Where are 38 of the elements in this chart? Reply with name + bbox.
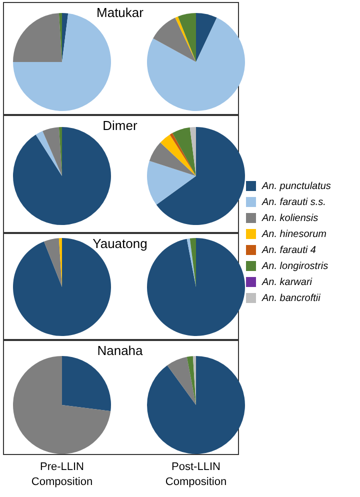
chart-title: Matukar xyxy=(96,5,144,20)
pie-slice xyxy=(13,13,62,62)
pie-slice xyxy=(62,13,68,62)
legend-label: An. bancroftii xyxy=(262,292,320,304)
pie-slice xyxy=(167,356,196,405)
pie-slice xyxy=(186,356,196,405)
pie-slice xyxy=(178,13,196,62)
pie-slice xyxy=(186,238,196,287)
pie-slice xyxy=(44,238,62,287)
legend-label: An. hinesorum xyxy=(262,228,326,240)
legend-label: An. farauti 4 xyxy=(262,244,316,256)
pie-slice xyxy=(149,142,196,176)
pie-slice xyxy=(147,356,245,454)
pie-slice xyxy=(62,356,111,412)
pie-slice xyxy=(190,238,196,287)
chart-title: Dimer xyxy=(102,118,138,133)
legend-label: An. punctulatus xyxy=(262,180,331,192)
pie-slice xyxy=(42,127,62,176)
text: Pre-LLIN Composition xyxy=(30,460,94,490)
legend-label: An. koliensis xyxy=(262,212,318,224)
chart-title: Yauatong xyxy=(92,236,148,251)
legend-label: An. farauti s.s. xyxy=(262,196,326,208)
pie-slice xyxy=(147,160,196,205)
chart-title: Nanaha xyxy=(96,343,144,358)
pie-slice xyxy=(175,16,196,62)
pie-slice xyxy=(147,18,245,111)
pie-slice xyxy=(190,127,196,176)
pie-slice xyxy=(147,238,245,336)
legend-label: An. karwari xyxy=(262,276,312,288)
pie-slice xyxy=(160,134,196,176)
text: Post-LLIN Composition xyxy=(164,460,228,490)
pie-slice xyxy=(196,13,217,62)
pie-slice xyxy=(36,131,62,176)
pie-slice xyxy=(170,133,196,176)
legend-label: An. longirostris xyxy=(262,260,328,272)
pie-slice xyxy=(13,356,111,454)
pie-slice xyxy=(153,18,196,62)
pie-slice xyxy=(172,127,196,176)
